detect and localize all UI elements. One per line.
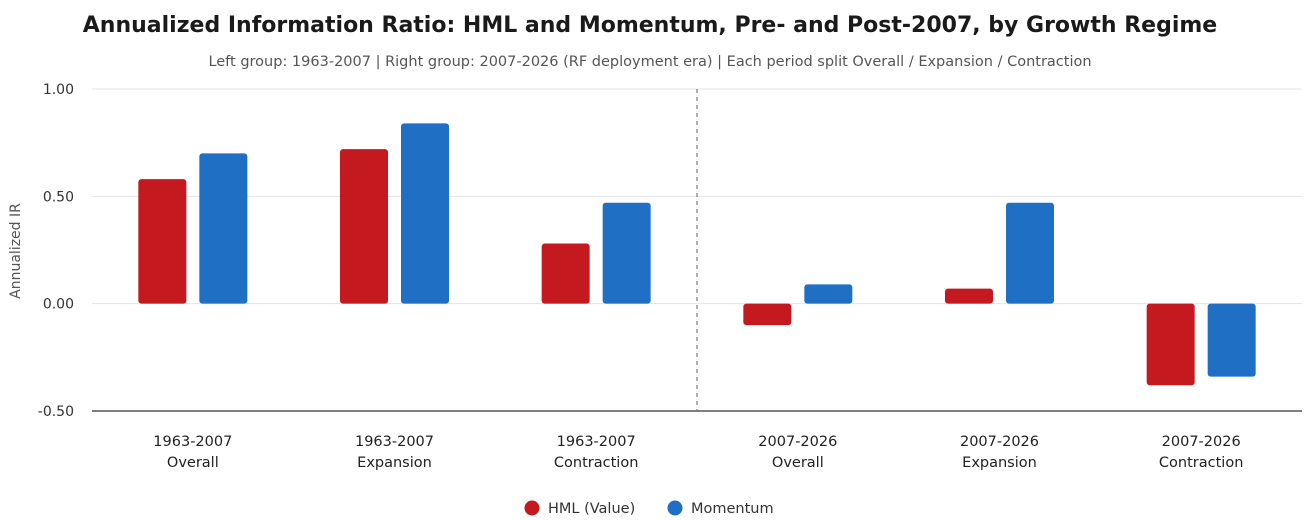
x-category-label: 1963-2007 — [153, 434, 232, 450]
x-category-label: 2007-2026 — [758, 434, 837, 450]
legend-label: Momentum — [691, 501, 774, 517]
bars — [138, 123, 1256, 386]
legend: HML (Value) Momentum — [524, 500, 774, 517]
x-category-label: Expansion — [357, 455, 432, 471]
x-category-label: Overall — [167, 455, 219, 471]
bar-hml — [340, 149, 388, 304]
y-axis-label: Annualized IR — [8, 203, 24, 299]
bar-hml — [138, 179, 187, 304]
bar-momentum — [1006, 202, 1054, 304]
legend-label: HML (Value) — [548, 501, 635, 517]
bar-momentum — [199, 153, 248, 304]
bar-hml — [743, 303, 792, 326]
x-category-label: 2007-2026 — [960, 434, 1039, 450]
bar-momentum — [401, 123, 449, 304]
x-axis-categories: 1963-2007 Overall 1963-2007 Expansion 1963-2… — [153, 434, 1243, 471]
legend-marker-hml — [524, 500, 540, 516]
chart-title: Annualized Information Ratio: HML and Mo… — [83, 13, 1217, 38]
bar-hml — [541, 243, 590, 304]
bar-momentum — [804, 284, 853, 304]
x-category-label: Expansion — [962, 455, 1037, 471]
y-tick-label: 1.00 — [43, 82, 74, 98]
bar-momentum — [1207, 303, 1256, 377]
bar-momentum — [602, 202, 651, 304]
bar-hml — [1146, 303, 1195, 386]
x-category-label: Contraction — [554, 455, 638, 471]
y-tick-label: -0.50 — [38, 404, 74, 420]
x-category-label: 1963-2007 — [355, 434, 434, 450]
chart-subtitle: Left group: 1963-2007 | Right group: 200… — [208, 54, 1091, 70]
y-tick-label: 0.50 — [43, 189, 74, 205]
bar-hml — [945, 288, 993, 304]
x-category-label: 2007-2026 — [1162, 434, 1241, 450]
axes: 1.00 0.50 0.00 -0.50 — [38, 82, 1302, 420]
x-category-label: 1963-2007 — [557, 434, 636, 450]
x-category-label: Overall — [772, 455, 824, 471]
x-category-label: Contraction — [1159, 455, 1243, 471]
y-tick-label: 0.00 — [43, 297, 74, 313]
legend-marker-momentum — [667, 500, 683, 516]
